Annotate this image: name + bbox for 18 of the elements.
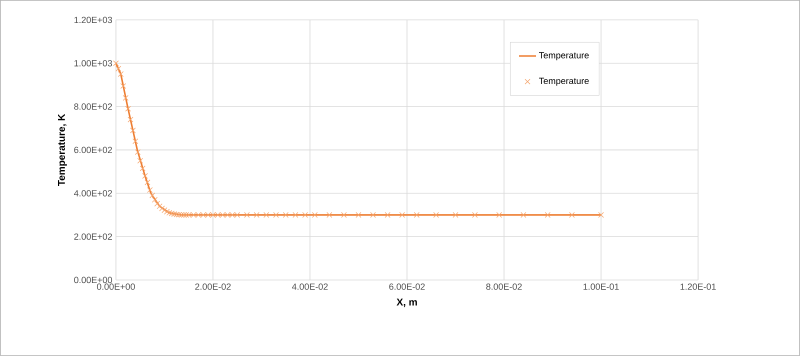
x-tick-label: 0.00E+00 (96, 284, 135, 290)
y-tick-label: 1.20E+03 (74, 16, 112, 24)
x-tick-label: 1.00E-01 (584, 284, 619, 290)
y-tick-label: 4.00E+02 (74, 190, 112, 197)
y-tick-label: 8.00E+02 (74, 103, 112, 110)
legend-label: Temperature (539, 52, 589, 60)
x-tick-label: 6.00E-02 (389, 284, 425, 290)
y-tick-label: 6.00E+02 (74, 146, 112, 154)
legend-label: Temperature (539, 78, 589, 86)
x-tick-label: 4.00E-02 (292, 284, 328, 290)
y-tick-label: 1.00E+03 (74, 60, 112, 66)
y-axis-title: Temperature, K (58, 114, 67, 186)
y-tick-label: 0.00E+00 (74, 276, 112, 284)
x-tick-label: 8.00E-02 (486, 284, 522, 290)
x-tick-label: 1.20E-01 (680, 284, 716, 290)
y-tick-label: 2.00E+02 (74, 234, 112, 240)
x-tick-label: 2.00E-02 (195, 284, 231, 290)
x-axis-title: X, m (396, 298, 417, 308)
